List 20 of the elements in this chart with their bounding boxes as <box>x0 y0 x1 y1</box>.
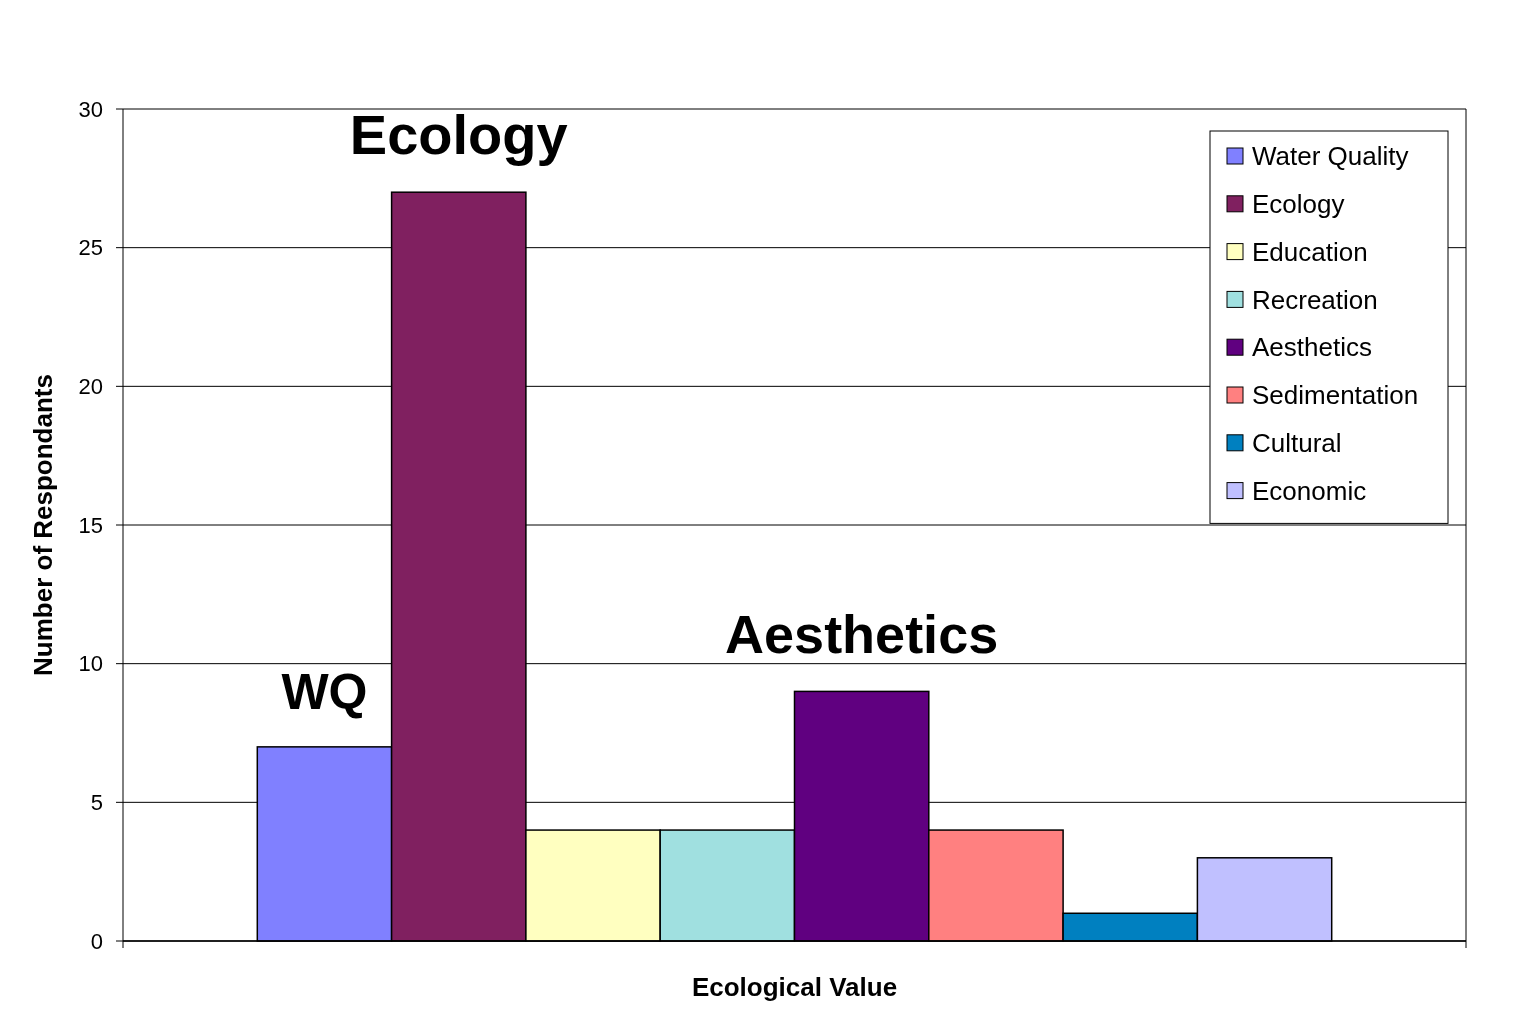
y-tick-label: 15 <box>78 512 103 538</box>
legend-label: Education <box>1252 236 1368 267</box>
legend-label: Cultural <box>1252 427 1342 458</box>
y-tick-label: 5 <box>90 790 103 816</box>
legend-label: Aesthetics <box>1252 332 1372 363</box>
y-tick-label: 25 <box>78 235 103 261</box>
annotation: Aesthetics <box>725 604 999 665</box>
y-tick-label: 10 <box>78 651 103 677</box>
annotation: Ecology <box>349 103 568 167</box>
y-tick-label: 20 <box>78 374 103 400</box>
y-tick-label: 0 <box>90 928 103 954</box>
legend-label: Ecology <box>1252 188 1345 219</box>
y-axis-title: Number of Respondants <box>28 374 58 676</box>
y-tick-label: 30 <box>78 96 103 122</box>
legend-label: Sedimentation <box>1252 380 1419 411</box>
annotation: WQ <box>281 663 368 720</box>
legend-label: Recreation <box>1252 284 1378 315</box>
x-axis-title: Ecological Value <box>691 972 898 1002</box>
legend-label: Water Quality <box>1252 141 1409 172</box>
legend-label: Economic <box>1252 475 1367 506</box>
